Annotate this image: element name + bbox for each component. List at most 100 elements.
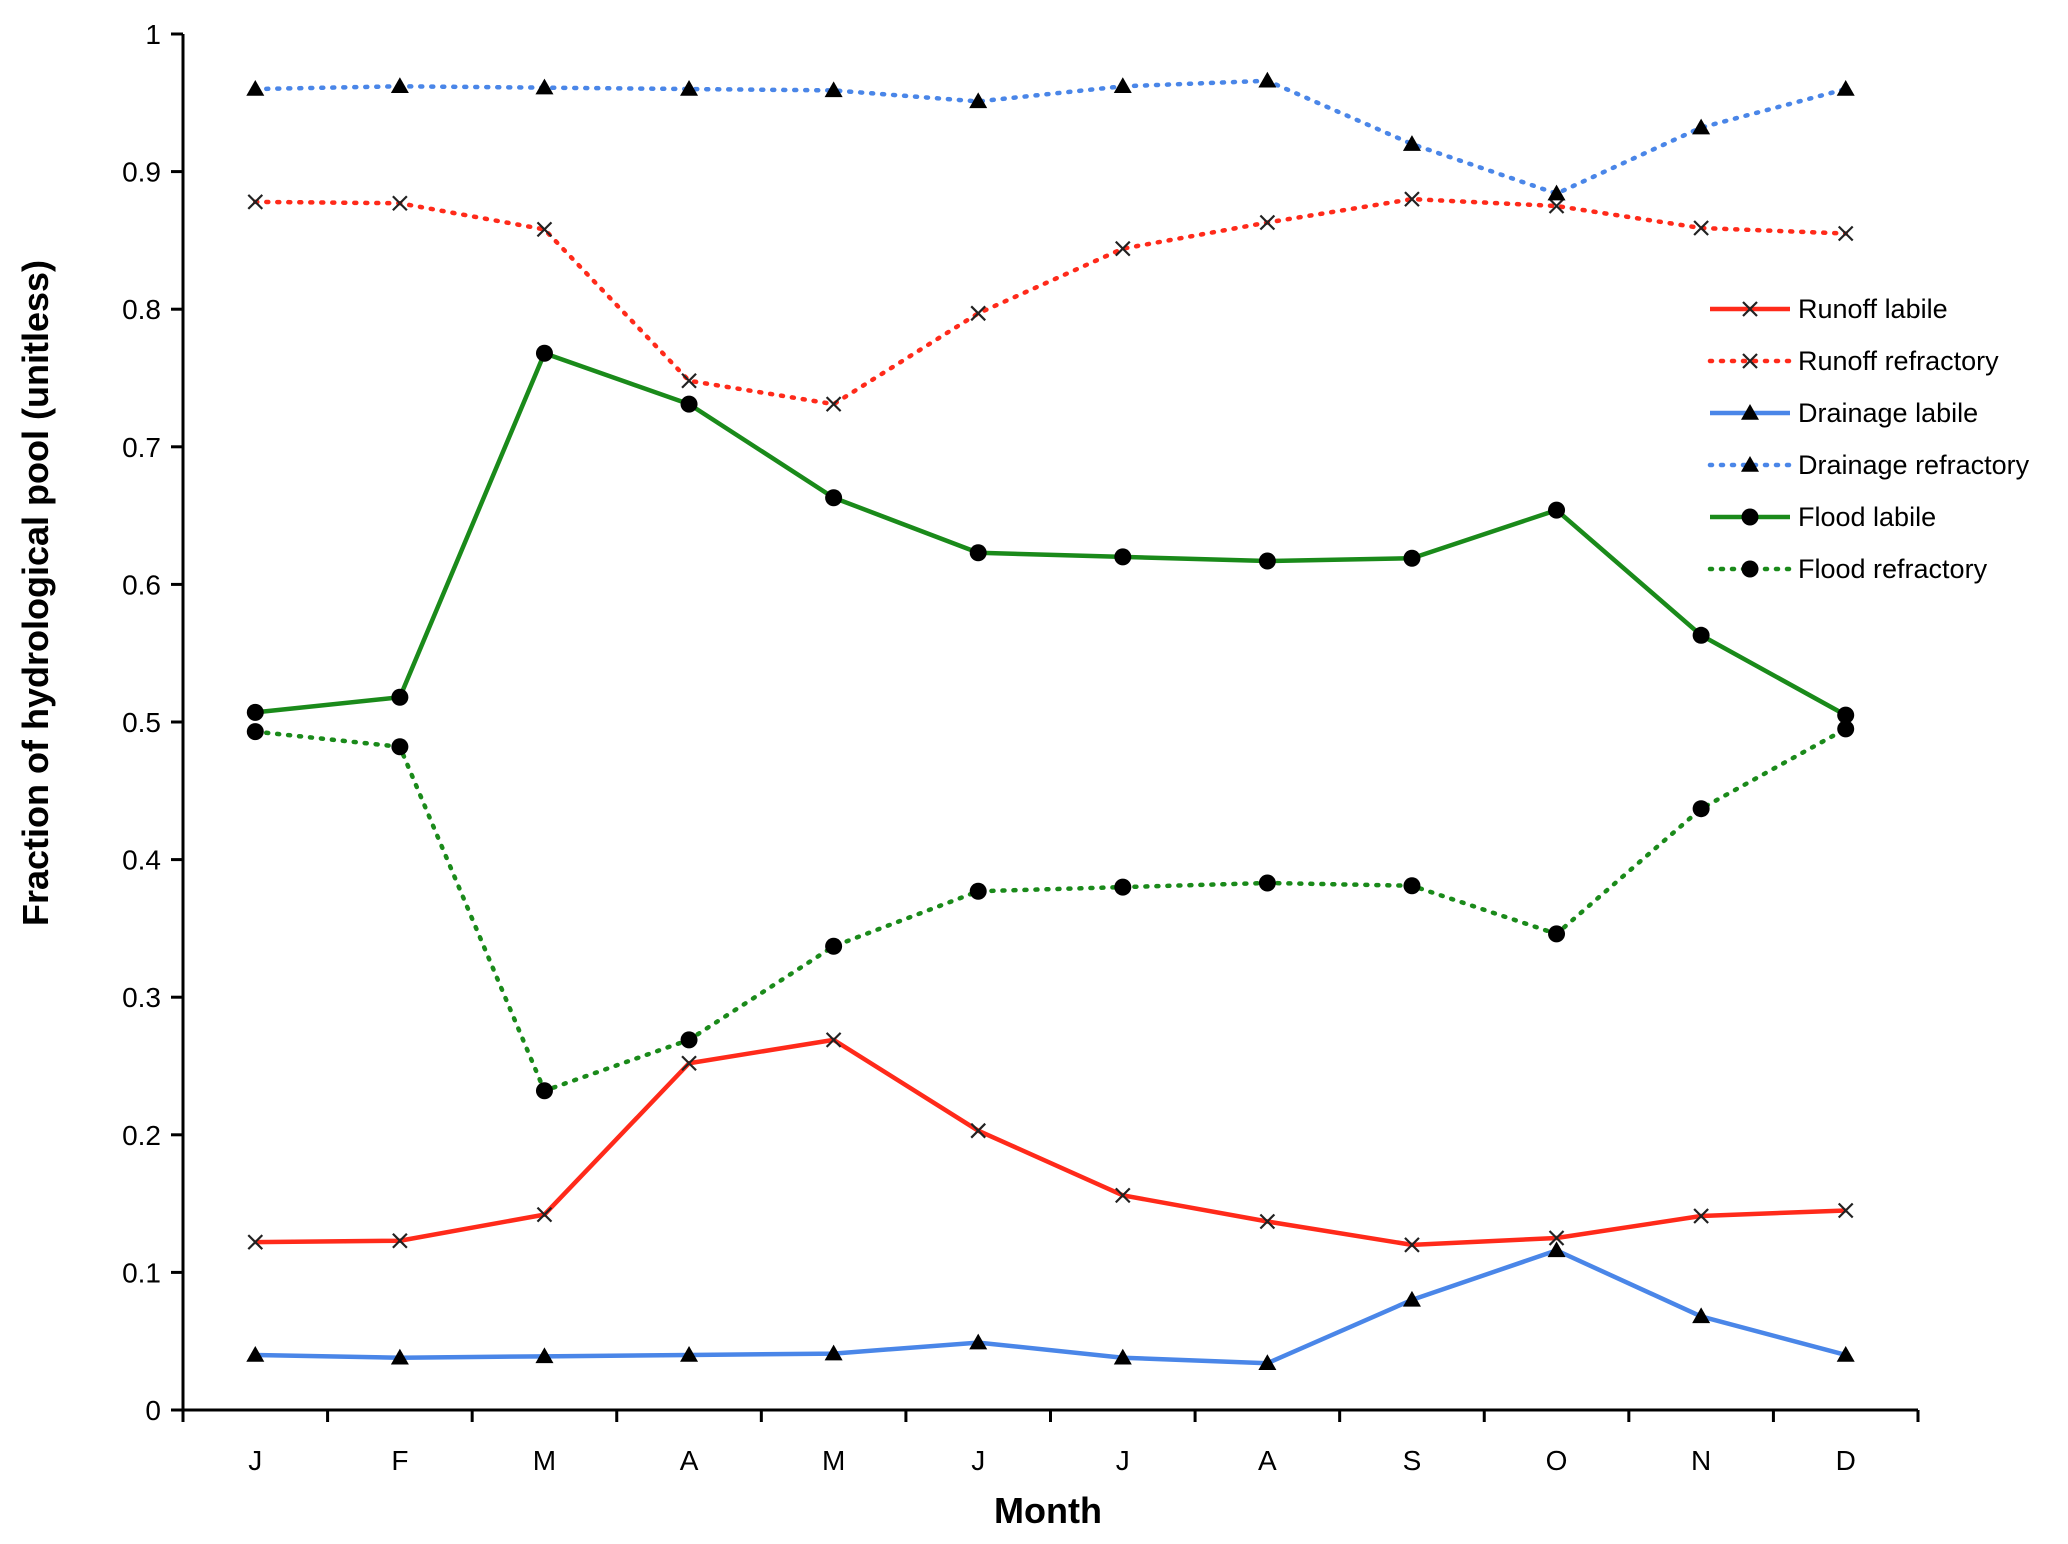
- data-point-flood-refractory: [1258, 874, 1276, 892]
- marker-stroke: [970, 305, 986, 322]
- y-tick-label: 0.4: [122, 845, 161, 876]
- y-tick-label: 0.6: [122, 569, 161, 600]
- data-point-runoff-labile: [1548, 1230, 1565, 1246]
- y-tick-label: 0.3: [122, 982, 161, 1013]
- data-point-drainage-refractory: [1402, 135, 1421, 151]
- data-point-flood-refractory: [825, 937, 843, 955]
- marker-stroke: [247, 194, 264, 210]
- series-runoff-labile: [247, 1032, 1854, 1253]
- data-point-drainage-labile: [1258, 1354, 1277, 1370]
- x-tick-label: J: [248, 1445, 262, 1476]
- data-point-drainage-labile: [1692, 1307, 1711, 1324]
- data-point-flood-refractory: [535, 1082, 553, 1100]
- y-tick-label: 0.2: [122, 1120, 161, 1151]
- series-drainage-refractory: [246, 71, 1855, 201]
- legend-label: Flood labile: [1798, 502, 1936, 532]
- axes: 0 0.1 0.2 0.3 0.4 0.5 0.6 0.7 0.8 0.9 1 J F M A M J J A S O N…: [122, 19, 1920, 1476]
- data-point-flood-refractory: [246, 723, 264, 741]
- series-line-drainage-refractory: [253, 78, 1848, 196]
- data-point-flood-labile: [1548, 501, 1566, 519]
- legend-marker: [1742, 301, 1758, 317]
- data-point-runoff-refractory: [1259, 214, 1276, 231]
- legend-marker: [1741, 560, 1759, 578]
- data-point-drainage-refractory: [246, 80, 265, 96]
- data-point-flood-refractory: [680, 1031, 698, 1049]
- data-point-runoff-refractory: [1404, 191, 1420, 207]
- x-tick-label: M: [533, 1445, 556, 1476]
- data-point-runoff-labile: [1259, 1213, 1276, 1230]
- marker-stroke: [1259, 1213, 1276, 1230]
- data-point-runoff-labile: [392, 1232, 408, 1249]
- data-point-drainage-labile: [824, 1344, 843, 1361]
- legend: Runoff labile Runoff refractory Drainage l…: [1707, 294, 2030, 584]
- marker-stroke: [1693, 220, 1709, 236]
- legend-marker: [1741, 404, 1759, 420]
- data-point-flood-refractory: [969, 882, 987, 900]
- data-point-drainage-refractory: [1836, 80, 1855, 96]
- marker-stroke: [1548, 1230, 1565, 1246]
- marker-stroke: [1548, 198, 1565, 214]
- x-tick-label: S: [1403, 1445, 1422, 1476]
- marker-stroke: [1115, 1187, 1131, 1204]
- legend-item-runoff-refractory: Runoff refractory: [1707, 346, 1999, 376]
- data-point-runoff-refractory: [1693, 220, 1709, 236]
- legend-item-flood-refractory: Flood refractory: [1707, 554, 1988, 584]
- legend-label: Runoff labile: [1798, 294, 1948, 324]
- data-point-flood-labile: [246, 703, 264, 721]
- marker-stroke: [825, 396, 842, 412]
- legend-item-drainage-refractory: Drainage refractory: [1707, 450, 2030, 480]
- data-point-flood-labile: [1837, 706, 1855, 724]
- data-point-flood-labile: [391, 688, 409, 706]
- data-point-drainage-refractory: [1692, 118, 1711, 135]
- legend-marker: [1741, 456, 1759, 472]
- series-line-runoff-labile: [255, 1037, 1846, 1248]
- data-point-flood-labile: [969, 544, 987, 562]
- data-point-runoff-labile: [970, 1122, 986, 1139]
- data-point-runoff-refractory: [247, 194, 264, 210]
- data-point-drainage-refractory: [1258, 71, 1277, 88]
- data-point-flood-refractory: [1114, 878, 1132, 896]
- data-point-drainage-refractory: [1547, 184, 1566, 201]
- data-point-runoff-refractory: [681, 372, 697, 389]
- data-point-flood-labile: [1692, 626, 1710, 644]
- series-line-flood-refractory: [253, 726, 1848, 1094]
- y-tick-label: 0: [145, 1395, 161, 1426]
- x-tick-label: A: [680, 1445, 699, 1476]
- series-runoff-refractory: [247, 191, 1854, 412]
- y-axis-title: Fraction of hydrological pool (unitless): [15, 260, 56, 926]
- data-point-drainage-labile: [390, 1348, 409, 1365]
- data-point-runoff-refractory: [1115, 240, 1131, 257]
- marker-stroke: [536, 221, 553, 238]
- y-tick-label: 0.9: [122, 157, 161, 188]
- data-point-drainage-labile: [1547, 1241, 1566, 1258]
- legend-marker: [1741, 508, 1759, 526]
- marker-stroke: [825, 1032, 842, 1048]
- marker-stroke: [1259, 214, 1276, 231]
- data-point-runoff-labile: [247, 1234, 264, 1250]
- marker-stroke: [1693, 1208, 1709, 1224]
- data-point-flood-labile: [825, 489, 843, 507]
- x-tick-label: A: [1258, 1445, 1277, 1476]
- marker-stroke: [1404, 191, 1420, 207]
- marker-stroke: [392, 195, 408, 212]
- data-point-drainage-labile: [680, 1345, 699, 1362]
- data-point-drainage-labile: [246, 1345, 265, 1362]
- x-axis-title: Month: [994, 1490, 1102, 1531]
- marker-stroke: [1837, 1202, 1854, 1219]
- data-point-flood-labile: [680, 395, 698, 413]
- legend-item-drainage-labile: Drainage labile: [1710, 398, 1978, 428]
- series-line-drainage-labile: [255, 1248, 1847, 1366]
- series-layer: [246, 71, 1855, 1370]
- marker-stroke: [1742, 301, 1758, 317]
- series-drainage-labile: [246, 1241, 1855, 1370]
- legend-label: Runoff refractory: [1798, 346, 1999, 376]
- x-tick-label: J: [971, 1445, 985, 1476]
- data-point-drainage-refractory: [535, 78, 554, 95]
- y-tick-label: 0.5: [122, 707, 161, 738]
- data-point-runoff-refractory: [1837, 225, 1854, 242]
- legend-item-flood-labile: Flood labile: [1710, 502, 1936, 532]
- data-point-drainage-labile: [1113, 1348, 1132, 1365]
- data-point-runoff-refractory: [392, 195, 408, 212]
